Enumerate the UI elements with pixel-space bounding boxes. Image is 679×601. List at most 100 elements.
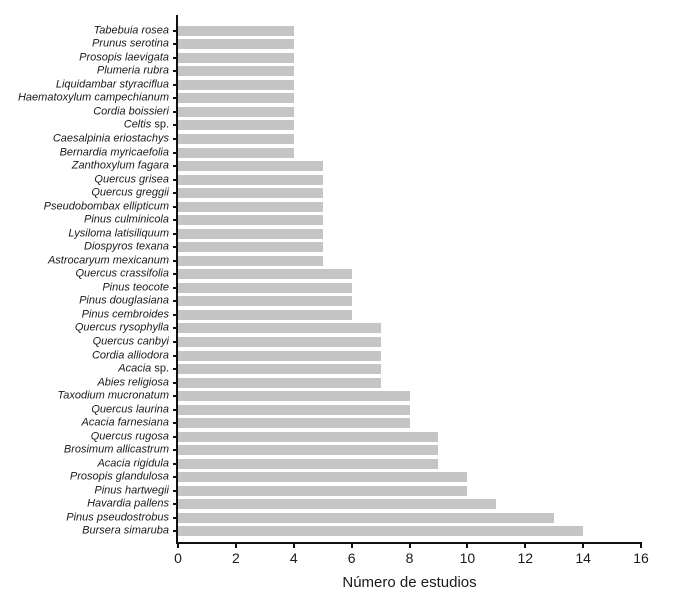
x-tick — [234, 542, 237, 548]
bar-row: Acacia rigidula — [97, 457, 641, 471]
bar-row: Cordia alliodora — [92, 349, 641, 363]
bar-row: Prosopis laevigata — [79, 51, 641, 65]
x-tick-label: 16 — [633, 550, 649, 566]
bar-row: Acacia sp. — [118, 362, 641, 376]
y-tick — [173, 246, 178, 249]
y-tick — [173, 70, 178, 73]
bar-row: Prosopis glandulosa — [70, 471, 641, 485]
x-tick-label: 12 — [517, 550, 534, 566]
category-label: Pinus culminicola — [84, 213, 169, 226]
bar-row: Quercus laurina — [91, 403, 641, 417]
bar — [178, 377, 381, 388]
bar — [178, 526, 584, 537]
x-tick — [350, 542, 353, 548]
bar-row: Plumeria rubra — [97, 65, 641, 79]
bar — [178, 472, 468, 483]
bar — [178, 512, 555, 523]
bar — [178, 458, 439, 469]
x-tick-label: 2 — [231, 550, 240, 566]
bar — [178, 25, 294, 36]
y-tick — [173, 476, 178, 479]
y-tick — [173, 408, 178, 411]
category-label: Acacia farnesiana — [81, 416, 169, 429]
category-label: Bursera simaruba — [82, 524, 169, 537]
y-tick — [173, 489, 178, 492]
bar-row: Brosimum allicastrum — [64, 443, 641, 457]
bar — [178, 404, 410, 415]
bar — [178, 39, 294, 50]
y-tick — [173, 259, 178, 262]
category-label: Plumeria rubra — [96, 64, 169, 77]
category-label: Abies religiosa — [97, 376, 169, 389]
bar — [178, 134, 294, 145]
bar-row: Diospyros texana — [84, 241, 641, 255]
category-label: Haematoxylum campechianum — [17, 91, 169, 104]
bar — [178, 215, 323, 226]
category-label: Pinus pseudostrobus — [66, 511, 169, 524]
bar-row: Taxodium mucronatum — [58, 389, 641, 403]
bar-row: Celtis sp. — [124, 119, 641, 133]
y-tick — [173, 462, 178, 465]
y-tick — [173, 56, 178, 59]
bar — [178, 391, 410, 402]
category-label: Quercus greggii — [91, 186, 169, 199]
y-tick — [173, 503, 178, 506]
category-label: Taxodium mucronatum — [57, 389, 169, 402]
y-tick — [173, 83, 178, 86]
y-tick — [173, 97, 178, 100]
y-tick — [173, 381, 178, 384]
y-tick — [173, 110, 178, 113]
bar — [178, 350, 381, 361]
bar — [178, 309, 352, 320]
y-tick — [173, 192, 178, 195]
y-tick — [173, 165, 178, 168]
bar — [178, 52, 294, 63]
x-tick — [177, 542, 179, 548]
y-tick — [173, 340, 178, 343]
bar-row: Cordia boissieri — [93, 105, 641, 119]
x-tick — [408, 542, 411, 548]
bar-row: Abies religiosa — [97, 376, 641, 390]
category-label: Bernardia myricaefolia — [59, 146, 169, 159]
x-tick-label: 4 — [289, 550, 298, 566]
bar — [178, 296, 352, 307]
bar-row: Liquidambar styraciflua — [56, 78, 641, 92]
y-tick — [173, 178, 178, 181]
bar-row: Astrocaryum mexicanum — [48, 254, 641, 268]
bar-row: Pinus pseudostrobus — [66, 511, 641, 525]
category-label: Quercus crassifolia — [75, 267, 169, 280]
y-tick — [173, 313, 178, 316]
x-tick — [466, 542, 469, 548]
category-label: Brosimum allicastrum — [63, 443, 169, 456]
bar — [178, 188, 323, 199]
x-tick — [524, 542, 527, 548]
y-tick — [173, 273, 178, 276]
y-tick — [173, 516, 178, 519]
x-tick-label: 14 — [575, 550, 591, 566]
y-tick — [173, 219, 178, 222]
bar-row: Quercus canbyi — [93, 335, 641, 349]
bar-row: Pinus cembroides — [82, 308, 641, 322]
y-tick — [173, 232, 178, 235]
category-label: Havardia pallens — [87, 497, 169, 510]
bar — [178, 269, 352, 280]
y-tick — [173, 205, 178, 208]
bar-rows: Tabebuia rosea Prunus serotina Prosopis la… — [18, 24, 641, 538]
category-label: Quercus grisea — [94, 173, 169, 186]
bar-row: Havardia pallens — [87, 498, 641, 512]
category-label: Celtis sp. — [123, 118, 169, 131]
category-label: Acacia rigidula — [97, 457, 169, 470]
category-label: Tabebuia rosea — [93, 24, 169, 37]
category-label: Quercus rysophylla — [74, 321, 169, 334]
category-label: Liquidambar styraciflua — [55, 78, 169, 91]
bar-row: Quercus rugosa — [91, 430, 641, 444]
bar-row: Pinus culminicola — [84, 213, 641, 227]
y-tick — [173, 422, 178, 425]
category-label: Prosopis laevigata — [79, 51, 169, 64]
category-label: Lysiloma latisiliquum — [68, 227, 169, 240]
category-label: Zanthoxylum fagara — [71, 159, 169, 172]
x-tick — [640, 542, 642, 548]
bar-row: Quercus grisea — [94, 173, 641, 187]
bar — [178, 120, 294, 131]
bar — [178, 282, 352, 293]
